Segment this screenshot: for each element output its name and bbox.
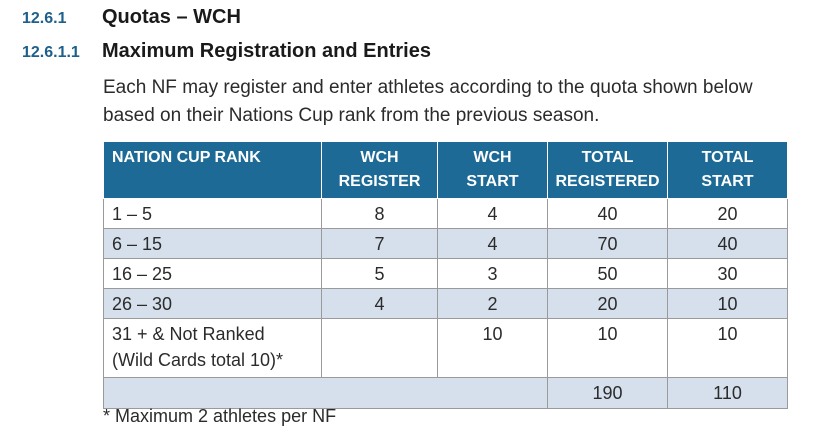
subsection-number: 12.6.1.1 bbox=[22, 44, 80, 61]
cell-rank: 6 – 15 bbox=[103, 228, 322, 259]
cell-register: 5 bbox=[321, 258, 438, 289]
cell-sum-total-start: 110 bbox=[667, 377, 788, 409]
header-wch-start: WCH START bbox=[437, 141, 548, 199]
cell-start: 2 bbox=[437, 288, 548, 319]
cell-rank: 16 – 25 bbox=[103, 258, 322, 289]
cell-total-start: 20 bbox=[667, 198, 788, 229]
cell-total-registered: 10 bbox=[547, 318, 668, 378]
cell-total-start: 10 bbox=[667, 288, 788, 319]
cell-total-registered: 40 bbox=[547, 198, 668, 229]
cell-total-registered: 20 bbox=[547, 288, 668, 319]
header-nation-cup-rank: NATION CUP RANK bbox=[103, 141, 322, 199]
cell-register: 4 bbox=[321, 288, 438, 319]
section-number: 12.6.1 bbox=[22, 10, 67, 27]
footnote: * Maximum 2 athletes per NF bbox=[103, 406, 337, 426]
cell-rank: 1 – 5 bbox=[103, 198, 322, 229]
cell-sum-total-registered: 190 bbox=[547, 377, 668, 409]
table-row: 6 – 15 7 4 70 40 bbox=[103, 228, 788, 259]
header-total-registered: TOTAL REGISTERED bbox=[547, 141, 668, 199]
totals-row: 190 110 bbox=[103, 377, 788, 409]
subsection-heading: 12.6.1.1 Maximum Registration and Entrie… bbox=[22, 40, 431, 63]
cell-total-start: 30 bbox=[667, 258, 788, 289]
section-heading: 12.6.1 Quotas – WCH bbox=[22, 6, 241, 29]
table-row: 1 – 5 8 4 40 20 bbox=[103, 198, 788, 229]
table-header-row: NATION CUP RANK WCH REGISTER WCH START TOT… bbox=[103, 141, 788, 199]
cell-total-start: 40 bbox=[667, 228, 788, 259]
cell-register: 7 bbox=[321, 228, 438, 259]
cell-total-registered: 50 bbox=[547, 258, 668, 289]
cell-start: 4 bbox=[437, 228, 548, 259]
totals-blank-cell bbox=[103, 377, 548, 409]
cell-register bbox=[321, 318, 438, 378]
cell-start: 10 bbox=[437, 318, 548, 378]
cell-total-start: 10 bbox=[667, 318, 788, 378]
cell-rank: 31 + & Not Ranked (Wild Cards total 10)* bbox=[103, 318, 322, 378]
table-row: 16 – 25 5 3 50 30 bbox=[103, 258, 788, 289]
intro-paragraph: Each NF may register and enter athletes … bbox=[103, 77, 753, 126]
cell-total-registered: 70 bbox=[547, 228, 668, 259]
cell-rank: 26 – 30 bbox=[103, 288, 322, 319]
table-row: 31 + & Not Ranked (Wild Cards total 10)* … bbox=[103, 318, 788, 378]
table-row: 26 – 30 4 2 20 10 bbox=[103, 288, 788, 319]
subsection-title: Maximum Registration and Entries bbox=[102, 40, 431, 62]
cell-register: 8 bbox=[321, 198, 438, 229]
cell-start: 3 bbox=[437, 258, 548, 289]
cell-start: 4 bbox=[437, 198, 548, 229]
quota-table: NATION CUP RANK WCH REGISTER WCH START TOT… bbox=[103, 141, 788, 409]
section-title: Quotas – WCH bbox=[102, 6, 241, 28]
header-wch-register: WCH REGISTER bbox=[321, 141, 438, 199]
header-total-start: TOTAL START bbox=[667, 141, 788, 199]
